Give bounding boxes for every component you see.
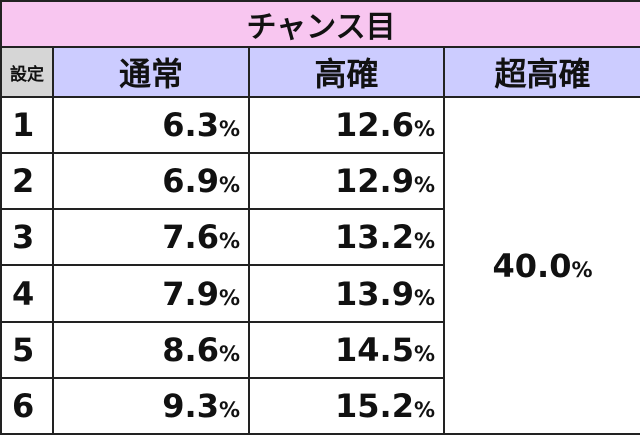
normal-cell: 7.9% bbox=[52, 264, 250, 323]
setting-cell: 4 bbox=[0, 264, 54, 323]
setting-cell: 1 bbox=[0, 95, 54, 155]
data-row: 3 7.6% 13.2% bbox=[0, 208, 640, 267]
normal-cell: 6.9% bbox=[52, 152, 250, 211]
setting-cell: 5 bbox=[0, 320, 54, 379]
normal-cell: 9.3% bbox=[52, 376, 250, 435]
normal-cell: 6.3% bbox=[52, 95, 250, 155]
table-title: チャンス目 bbox=[0, 0, 640, 48]
high-cell: 15.2% bbox=[248, 376, 445, 435]
high-cell: 14.5% bbox=[248, 320, 445, 379]
title-row: チャンス目 bbox=[0, 0, 640, 48]
high-cell: 12.6% bbox=[248, 95, 445, 155]
normal-cell: 7.6% bbox=[52, 208, 250, 267]
setting-cell: 3 bbox=[0, 208, 54, 267]
high-cell: 12.9% bbox=[248, 152, 445, 211]
header-row: 設定 通常 高確 超高確 bbox=[0, 46, 640, 98]
header-cell: 高確 bbox=[248, 46, 445, 98]
header-cell: 通常 bbox=[52, 46, 250, 98]
high-cell: 13.2% bbox=[248, 208, 445, 267]
header-cell: 設定 bbox=[0, 46, 54, 98]
data-row: 4 7.9% 13.9% bbox=[0, 264, 640, 323]
data-row: 6 9.3% 15.2% bbox=[0, 376, 640, 435]
data-row: 5 8.6% 14.5% bbox=[0, 320, 640, 379]
header-cell: 超高確 bbox=[442, 46, 640, 98]
data-row: 1 6.3% 12.6% 40.0% bbox=[0, 95, 640, 435]
setting-cell: 6 bbox=[0, 376, 54, 435]
high-cell: 13.9% bbox=[248, 264, 445, 323]
normal-cell: 8.6% bbox=[52, 320, 250, 379]
data-row: 2 6.9% 12.9% bbox=[0, 152, 640, 211]
setting-cell: 2 bbox=[0, 152, 54, 211]
super-high-cell: 40.0% bbox=[442, 96, 640, 435]
